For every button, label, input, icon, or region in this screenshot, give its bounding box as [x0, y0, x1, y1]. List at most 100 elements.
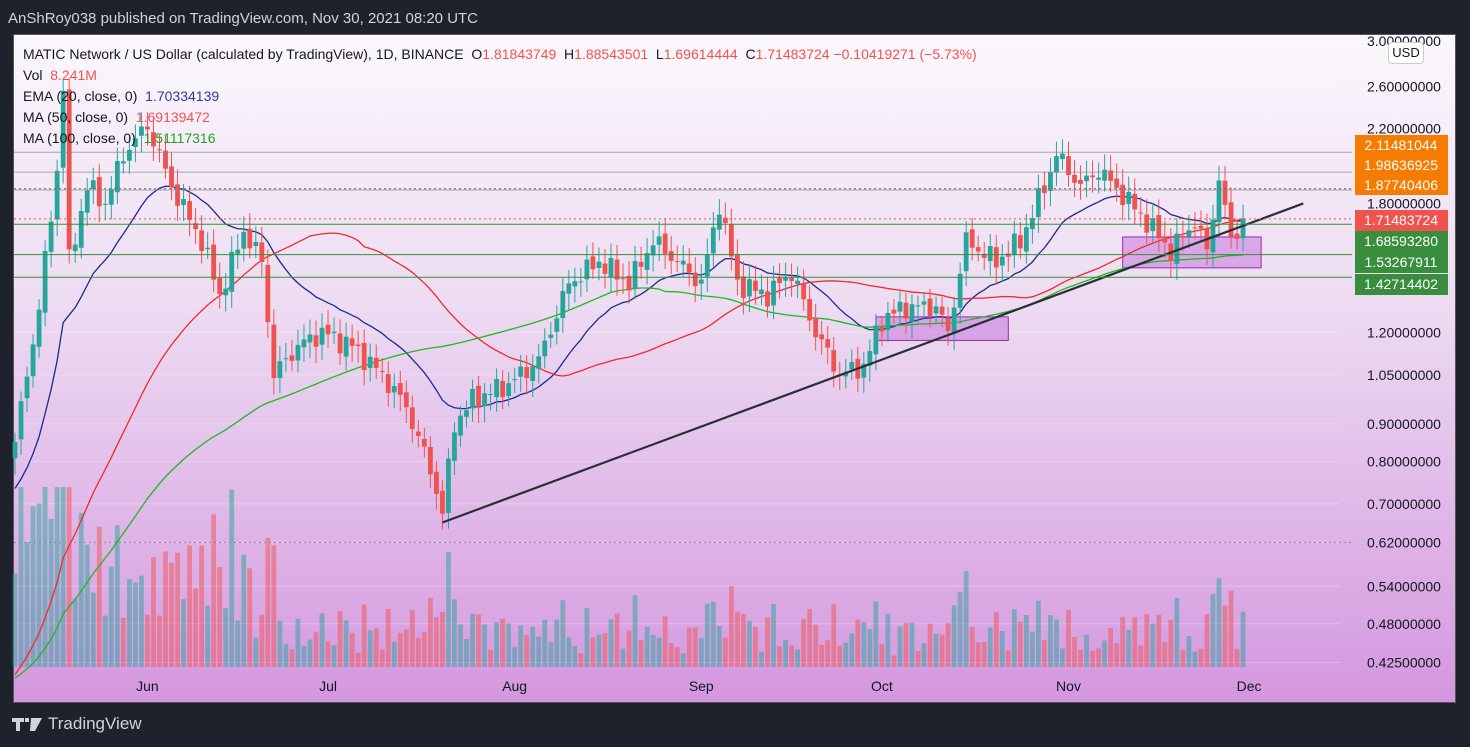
candle-body	[771, 280, 776, 306]
ma100-row[interactable]: MA (100, close, 0) 1.51117316	[23, 128, 977, 149]
trendline	[442, 202, 1304, 524]
candle	[133, 124, 138, 163]
volume-bar	[1156, 614, 1162, 667]
candle	[861, 351, 867, 393]
candle-body	[367, 356, 373, 368]
candle	[446, 448, 451, 529]
candle	[157, 134, 162, 163]
low-label: L	[655, 46, 664, 62]
candle	[355, 330, 361, 363]
candle	[771, 266, 776, 320]
candle-body	[42, 251, 48, 313]
candle	[60, 79, 66, 184]
volume-bar	[1090, 650, 1095, 667]
ma50-row[interactable]: MA (50, close, 0) 1.69139472	[23, 107, 977, 128]
candle	[963, 221, 969, 287]
volume-bar	[915, 650, 921, 667]
symbol-title[interactable]: MATIC Network / US Dollar (calculated by…	[23, 46, 464, 62]
candle-body	[518, 366, 524, 377]
candle-body	[608, 257, 614, 278]
candle-body	[903, 302, 909, 319]
volume-bar	[108, 566, 114, 667]
volume-bar	[482, 624, 487, 667]
volume-bar	[596, 634, 602, 667]
candle-body	[397, 383, 403, 395]
volume-bar	[133, 582, 138, 667]
price-label-box	[1355, 274, 1448, 295]
volume-bar	[1072, 636, 1077, 667]
candle	[96, 164, 102, 223]
candle	[367, 343, 373, 382]
candle-body	[217, 277, 223, 294]
volume-bar	[373, 628, 379, 667]
candle	[289, 340, 295, 372]
candle	[548, 321, 554, 348]
volume-bar	[686, 627, 692, 667]
candle	[704, 238, 710, 292]
volume-bar	[692, 627, 698, 667]
candle-body	[301, 339, 307, 348]
candle	[464, 400, 469, 428]
candle	[409, 395, 415, 443]
volume-bar	[415, 637, 421, 667]
candle-body	[313, 335, 319, 347]
ma50-label: MA (50, close, 0)	[23, 109, 129, 125]
volume-bar	[795, 649, 800, 667]
ema-row[interactable]: EMA (20, close, 0) 1.70334139	[23, 86, 977, 107]
candle	[36, 299, 42, 358]
volume-bar	[512, 647, 518, 667]
volume-bar	[1108, 627, 1114, 667]
candle-body	[710, 227, 716, 254]
candle-body	[728, 224, 734, 257]
volume-row[interactable]: Vol 8.241M	[23, 65, 977, 86]
y-tick-label: 1.05000000	[1367, 367, 1441, 383]
candle	[891, 299, 897, 324]
low-value: 1.69614444	[663, 46, 738, 62]
candle	[415, 420, 421, 448]
candle	[1017, 221, 1023, 259]
close-value: 1.71483724	[755, 46, 830, 62]
footer-brand[interactable]: TradingView	[12, 714, 142, 734]
candle	[710, 211, 716, 267]
candle	[1036, 174, 1041, 233]
currency-badge[interactable]: USD	[1388, 42, 1424, 64]
candle-body	[1084, 175, 1089, 182]
volume-bar	[1144, 613, 1150, 667]
candle-body	[1132, 193, 1138, 210]
open-label: O	[471, 46, 483, 62]
candle	[1132, 178, 1138, 225]
candle-body	[1054, 156, 1059, 173]
candle-body	[735, 254, 740, 280]
volume-bar	[837, 645, 843, 667]
volume-bar	[897, 626, 903, 667]
volume-bar	[650, 635, 656, 667]
candle-body	[656, 236, 662, 245]
chart-pane[interactable]	[13, 34, 1456, 703]
candle	[391, 373, 397, 409]
candle-body	[632, 260, 638, 289]
candle	[759, 274, 764, 306]
candle-body	[1240, 218, 1246, 239]
volume-bar	[536, 636, 542, 667]
volume-bar	[145, 614, 150, 667]
candle	[783, 262, 788, 298]
volume-bar	[927, 623, 933, 667]
volume-bar	[217, 566, 223, 667]
candle	[175, 169, 180, 221]
candle-body	[403, 392, 409, 408]
volume-bar	[24, 542, 30, 667]
candle-body	[1005, 253, 1011, 257]
publisher-line: AnShRoy038 published on TradingView.com,…	[8, 10, 479, 27]
candle-body	[331, 331, 337, 334]
volume-bar	[825, 640, 831, 667]
candle	[18, 391, 24, 456]
candle-body	[470, 388, 475, 409]
candle	[939, 296, 945, 328]
candle	[108, 175, 114, 220]
ma100-label: MA (100, close, 0)	[23, 130, 136, 146]
candle-body	[205, 247, 211, 250]
candle-body	[187, 201, 192, 221]
volume-bar	[1114, 643, 1120, 667]
volume-bar	[885, 613, 891, 667]
